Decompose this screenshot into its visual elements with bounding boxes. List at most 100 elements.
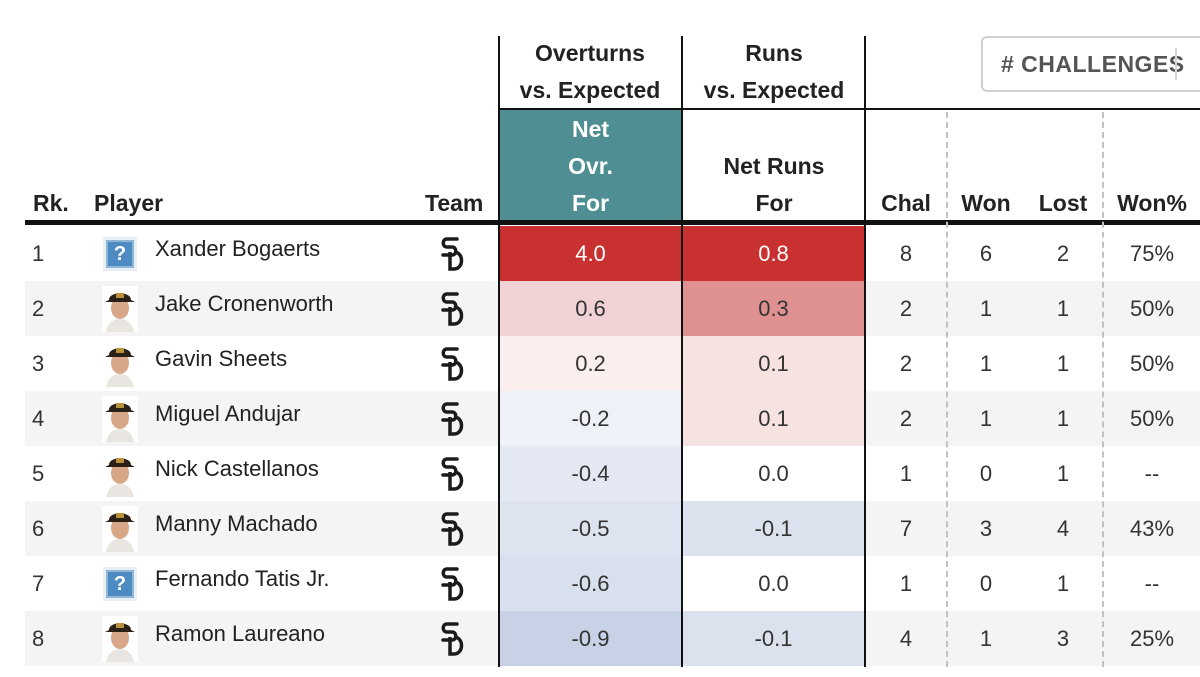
group-header-runs-line1: Runs <box>745 40 803 66</box>
rank-cell: 5 <box>32 460 45 486</box>
player-name[interactable]: Gavin Sheets <box>155 345 288 371</box>
sd-logo-icon <box>439 401 465 437</box>
chal-cell: 2 <box>899 405 913 431</box>
won-pct-cell: -- <box>1144 460 1160 486</box>
sd-logo-icon <box>439 236 465 272</box>
rank-cell: 3 <box>32 350 45 376</box>
lost-cell: 4 <box>1056 515 1070 541</box>
won-pct-cell: 75% <box>1129 240 1175 266</box>
col-header-rank[interactable]: Rk. <box>33 186 69 218</box>
lost-cell: 1 <box>1056 460 1070 486</box>
net-ovr-cell: 0.6 <box>500 281 681 336</box>
divider-before-net-ovr <box>498 36 500 667</box>
sd-logo-icon <box>439 291 465 327</box>
col-header-won-pct-label: Won% <box>1117 190 1187 216</box>
rank-cell: 8 <box>32 625 45 651</box>
player-name[interactable]: Miguel Andujar <box>155 400 301 426</box>
group-header-overturns-line2: vs. Expected <box>519 77 661 103</box>
divider-before-net-runs <box>681 36 683 667</box>
won-pct-cell: 25% <box>1129 625 1175 651</box>
won-cell: 3 <box>979 515 993 541</box>
player-name[interactable]: Xander Bogaerts <box>155 235 321 261</box>
net-runs-cell: -0.1 <box>683 501 864 556</box>
chal-cell: 7 <box>899 515 913 541</box>
group-header-underline <box>500 108 1200 110</box>
col-header-net-ovr-line2: Ovr. <box>568 152 613 179</box>
won-cell: 6 <box>979 240 993 266</box>
player-headshot-icon <box>102 341 138 387</box>
group-header-overturns[interactable]: Overturns vs. Expected <box>500 36 680 108</box>
sd-logo-icon <box>439 456 465 492</box>
col-header-lost-label: Lost <box>1038 190 1088 216</box>
won-cell: 0 <box>979 570 993 596</box>
col-header-chal-label: Chal <box>881 190 931 216</box>
net-ovr-cell: -0.5 <box>500 501 681 556</box>
lost-cell: 2 <box>1056 240 1070 266</box>
col-header-won[interactable]: Won <box>948 186 1024 218</box>
chal-cell: 4 <box>899 625 913 651</box>
net-runs-cell: 0.8 <box>683 226 864 281</box>
col-header-chal[interactable]: Chal <box>866 186 946 218</box>
player-name[interactable]: Ramon Laureano <box>155 620 326 646</box>
net-ovr-header-bg <box>500 110 681 221</box>
col-header-won-pct[interactable]: Won% <box>1104 186 1200 218</box>
group-header-runs[interactable]: Runs vs. Expected <box>683 36 865 108</box>
player-headshot-icon <box>102 286 138 332</box>
chal-cell: 1 <box>899 460 913 486</box>
sd-logo-icon <box>439 621 465 657</box>
rank-cell: 6 <box>32 515 45 541</box>
button-divider <box>1175 48 1177 80</box>
won-cell: 0 <box>979 460 993 486</box>
col-header-rank-label: Rk. <box>33 190 69 216</box>
player-headshot-icon <box>102 396 138 442</box>
challenges-toggle-label: # CHALLENGES <box>1001 50 1185 77</box>
challenges-toggle-button[interactable]: # CHALLENGES <box>981 36 1200 92</box>
col-header-player-label: Player <box>94 190 164 216</box>
player-name[interactable]: Manny Machado <box>155 510 318 536</box>
col-header-net-runs-line2: For <box>755 190 793 216</box>
col-header-net-ovr-line3: For <box>571 189 610 216</box>
player-name[interactable]: Nick Castellanos <box>155 455 319 481</box>
lost-cell: 1 <box>1056 405 1070 431</box>
player-headshot-icon <box>102 616 138 662</box>
sd-logo-icon <box>439 511 465 547</box>
player-name[interactable]: Jake Cronenworth <box>155 290 334 316</box>
col-header-team-label: Team <box>425 190 484 216</box>
player-name[interactable]: Fernando Tatis Jr. <box>155 565 330 591</box>
col-header-net-ovr[interactable]: Net Ovr. For <box>500 112 681 220</box>
col-header-lost[interactable]: Lost <box>1024 186 1102 218</box>
net-runs-cell: 0.3 <box>683 281 864 336</box>
net-ovr-cell: -0.9 <box>500 611 681 666</box>
col-header-net-ovr-line1: Net <box>571 115 610 142</box>
rank-cell: 7 <box>32 570 45 596</box>
chal-cell: 2 <box>899 350 913 376</box>
won-cell: 1 <box>979 350 993 376</box>
net-runs-cell: 0.0 <box>683 556 864 611</box>
net-runs-cell: 0.1 <box>683 391 864 446</box>
col-header-player[interactable]: Player <box>94 186 163 218</box>
net-ovr-cell: -0.4 <box>500 446 681 501</box>
won-cell: 1 <box>979 625 993 651</box>
lost-cell: 1 <box>1056 570 1070 596</box>
col-header-won-label: Won <box>961 190 1011 216</box>
lost-cell: 1 <box>1056 350 1070 376</box>
lost-cell: 3 <box>1056 625 1070 651</box>
won-pct-cell: -- <box>1144 570 1160 596</box>
rank-cell: 2 <box>32 295 45 321</box>
net-ovr-cell: 0.2 <box>500 336 681 391</box>
net-runs-cell: 0.1 <box>683 336 864 391</box>
placeholder-icon: ? <box>106 570 134 598</box>
net-ovr-cell: -0.6 <box>500 556 681 611</box>
dashed-divider-won-pct <box>1102 112 1104 667</box>
col-header-net-runs-line1: Net Runs <box>723 153 825 179</box>
net-ovr-cell: 4.0 <box>500 226 681 281</box>
rank-cell: 1 <box>32 240 45 266</box>
chal-cell: 1 <box>899 570 913 596</box>
col-header-team[interactable]: Team <box>425 186 483 218</box>
won-cell: 1 <box>979 405 993 431</box>
won-pct-cell: 50% <box>1129 295 1175 321</box>
placeholder-icon: ? <box>106 240 134 268</box>
won-pct-cell: 50% <box>1129 405 1175 431</box>
sd-logo-icon <box>439 566 465 602</box>
col-header-net-runs[interactable]: Net Runs For <box>683 148 865 222</box>
